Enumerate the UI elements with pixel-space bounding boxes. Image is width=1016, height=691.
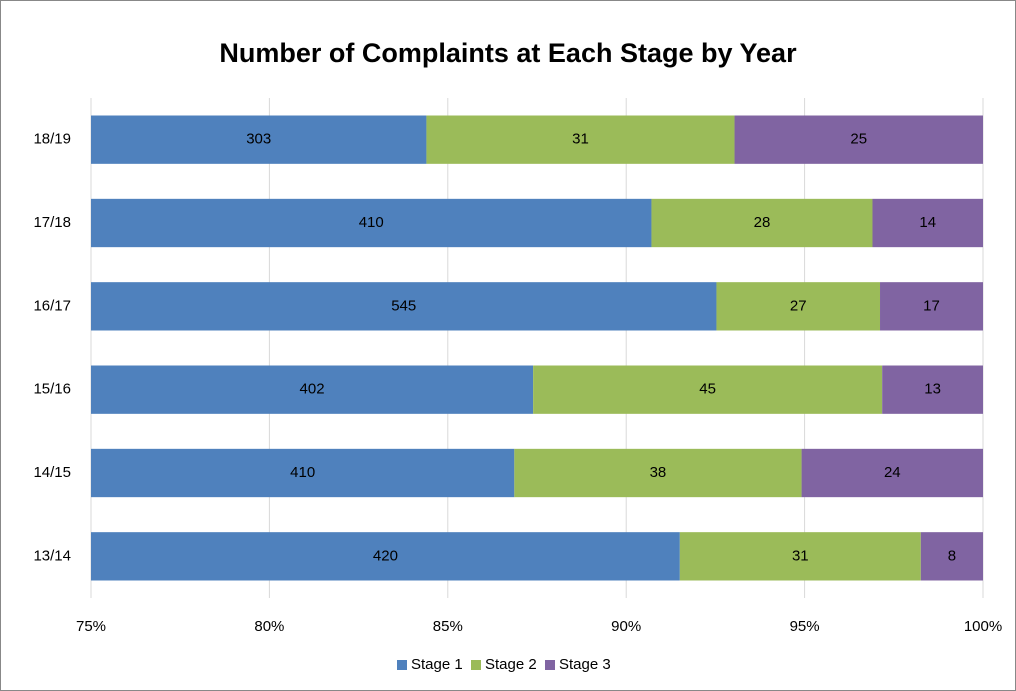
y-tick-label: 13/14 xyxy=(33,547,71,564)
bar-segment xyxy=(91,282,717,331)
x-tick-label: 100% xyxy=(964,618,1002,635)
legend-label: Stage 3 xyxy=(559,656,611,673)
data-label: 27 xyxy=(790,297,807,314)
bar-segment xyxy=(426,115,735,164)
legend-swatch xyxy=(397,660,407,670)
y-tick-label: 18/19 xyxy=(33,131,71,148)
bar-segment xyxy=(514,448,802,498)
bar-segment xyxy=(734,115,983,164)
legend-label: Stage 2 xyxy=(485,656,537,673)
data-label: 14 xyxy=(919,214,936,231)
data-label: 31 xyxy=(572,131,589,148)
bar-segment xyxy=(679,532,921,581)
bar-segment xyxy=(872,198,983,248)
legend-swatch xyxy=(471,660,481,670)
y-tick-label: 17/18 xyxy=(33,214,71,231)
bar-segment xyxy=(533,365,883,414)
data-label: 13 xyxy=(924,381,941,398)
chart-title: Number of Complaints at Each Stage by Ye… xyxy=(219,38,797,68)
x-tick-label: 95% xyxy=(790,618,820,635)
x-tick-label: 80% xyxy=(254,618,284,635)
bar-segment xyxy=(91,448,515,498)
data-label: 545 xyxy=(391,297,416,314)
bar-segment xyxy=(651,198,873,248)
legend-swatch xyxy=(545,660,555,670)
data-label: 420 xyxy=(373,547,398,564)
data-label: 38 xyxy=(650,464,667,481)
bar-segment xyxy=(91,115,427,164)
data-label: 24 xyxy=(884,464,901,481)
data-label: 28 xyxy=(754,214,771,231)
data-label: 25 xyxy=(850,131,867,148)
x-tick-label: 90% xyxy=(611,618,641,635)
legend-label: Stage 1 xyxy=(411,656,463,673)
data-label: 45 xyxy=(699,381,716,398)
bar-segment xyxy=(882,365,983,414)
data-label: 402 xyxy=(300,381,325,398)
data-label: 410 xyxy=(290,464,315,481)
bar-segment xyxy=(880,282,983,331)
data-label: 17 xyxy=(923,297,940,314)
bar-segment xyxy=(716,282,881,331)
data-label: 303 xyxy=(246,131,271,148)
data-label: 31 xyxy=(792,547,809,564)
data-label: 8 xyxy=(948,547,956,564)
bar-segment xyxy=(91,198,652,248)
x-tick-label: 85% xyxy=(433,618,463,635)
bar-segment xyxy=(801,448,983,498)
bar-segment xyxy=(91,532,680,581)
y-tick-label: 16/17 xyxy=(33,297,71,314)
y-tick-label: 14/15 xyxy=(33,464,71,481)
y-tick-label: 15/16 xyxy=(33,381,71,398)
bar-segment xyxy=(91,365,534,414)
x-tick-label: 75% xyxy=(76,618,106,635)
bar-segment xyxy=(920,532,983,581)
data-label: 410 xyxy=(359,214,384,231)
